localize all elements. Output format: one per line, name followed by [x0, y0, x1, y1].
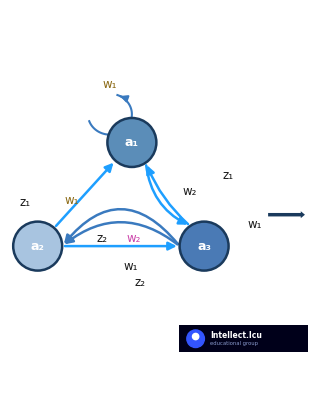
- Text: w₁: w₁: [103, 78, 117, 91]
- Text: w₂: w₂: [183, 185, 197, 198]
- Text: w₂: w₂: [126, 232, 141, 245]
- FancyBboxPatch shape: [179, 326, 308, 352]
- Text: w₁: w₁: [247, 218, 262, 230]
- Text: z₂: z₂: [134, 276, 145, 289]
- Text: educational group: educational group: [210, 341, 258, 346]
- Text: a₃: a₃: [197, 240, 211, 253]
- Text: z₁: z₁: [222, 169, 233, 182]
- Text: a₂: a₂: [31, 240, 45, 253]
- Circle shape: [13, 222, 62, 271]
- Text: w₁: w₁: [65, 194, 79, 207]
- Text: a₁: a₁: [125, 136, 139, 149]
- Circle shape: [107, 118, 156, 167]
- Text: Intellect.Icu: Intellect.Icu: [210, 331, 262, 340]
- Circle shape: [192, 334, 199, 339]
- Text: z₁: z₁: [19, 196, 31, 209]
- Text: z₂: z₂: [96, 232, 108, 245]
- Text: w₁: w₁: [123, 260, 138, 273]
- Circle shape: [180, 222, 229, 271]
- Circle shape: [187, 330, 204, 347]
